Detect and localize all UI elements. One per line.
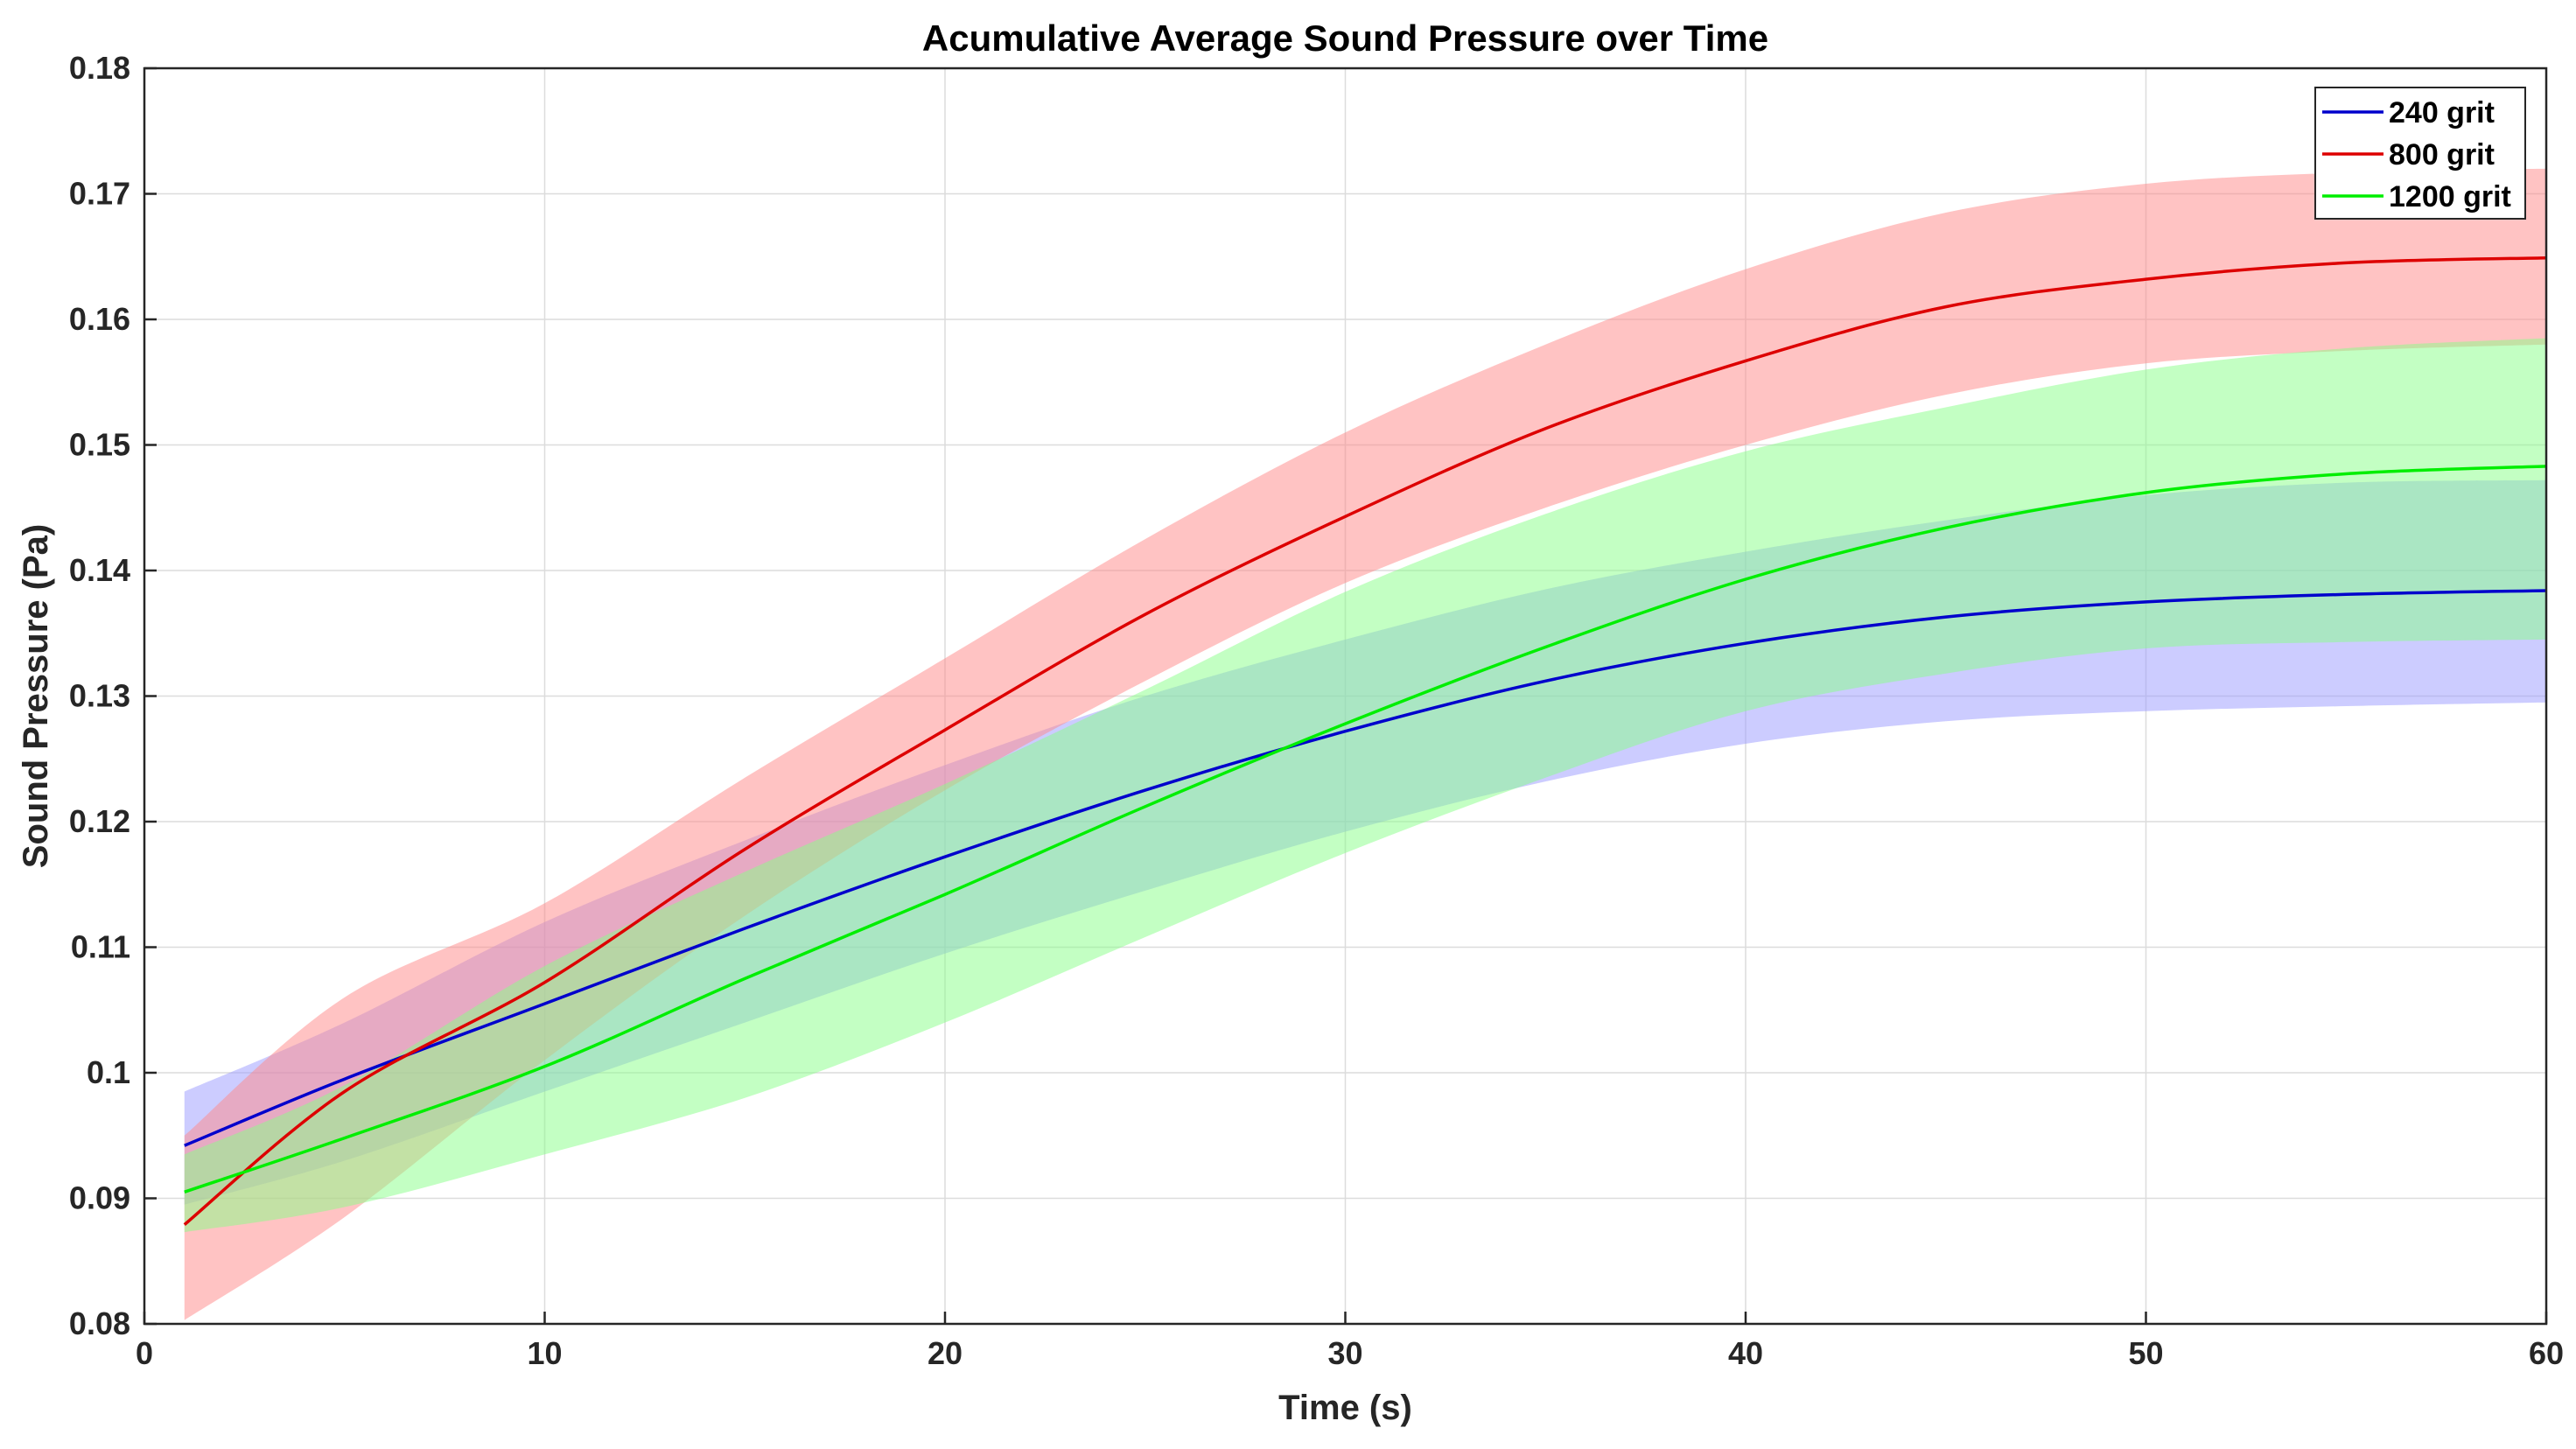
- y-tick-label: 0.15: [69, 427, 130, 463]
- y-tick-label: 0.08: [69, 1306, 130, 1341]
- legend-label: 240 grit: [2389, 96, 2495, 130]
- x-tick-label: 40: [1728, 1335, 1763, 1371]
- legend-label: 800 grit: [2389, 138, 2495, 172]
- confidence-bands: [184, 168, 2546, 1320]
- y-tick-label: 0.13: [69, 678, 130, 714]
- x-tick-label: 20: [928, 1335, 962, 1371]
- x-tick-label: 30: [1327, 1335, 1362, 1371]
- legend-label: 1200 grit: [2389, 180, 2511, 214]
- axis-ticks: 0 10 20 30 40 50 60 0.08 0.09 0.1 0.11 0.12 0.13 0.14…: [69, 50, 2564, 1371]
- series-lines: [183, 256, 2547, 1226]
- y-tick-label: 0.18: [69, 50, 130, 86]
- legend: 240 grit 800 grit 1200 grit: [2314, 87, 2526, 220]
- y-tick-label: 0.12: [69, 803, 130, 839]
- x-tick-label: 0: [136, 1335, 153, 1371]
- y-tick-label: 0.17: [69, 176, 130, 212]
- band-1200-grit: [184, 338, 2546, 1233]
- y-axis-title: Sound Pressure (Pa): [17, 524, 55, 868]
- y-tick-label: 0.09: [69, 1180, 130, 1216]
- y-tick-label: 0.1: [87, 1054, 130, 1090]
- y-tick-label: 0.11: [71, 929, 130, 965]
- band-800-grit: [184, 168, 2546, 1320]
- x-tick-label: 60: [2529, 1335, 2564, 1371]
- y-tick-label: 0.16: [69, 301, 130, 337]
- y-tick-label: 0.14: [69, 552, 130, 588]
- x-tick-label: 50: [2128, 1335, 2163, 1371]
- chart-title: Acumulative Average Sound Pressure over …: [922, 18, 1768, 59]
- line-240-grit: [184, 589, 2547, 1147]
- line-800-grit: [183, 256, 2547, 1226]
- line-1200-grit: [184, 465, 2547, 1194]
- x-tick-label: 10: [527, 1335, 562, 1371]
- x-axis-title: Time (s): [1278, 1389, 1412, 1427]
